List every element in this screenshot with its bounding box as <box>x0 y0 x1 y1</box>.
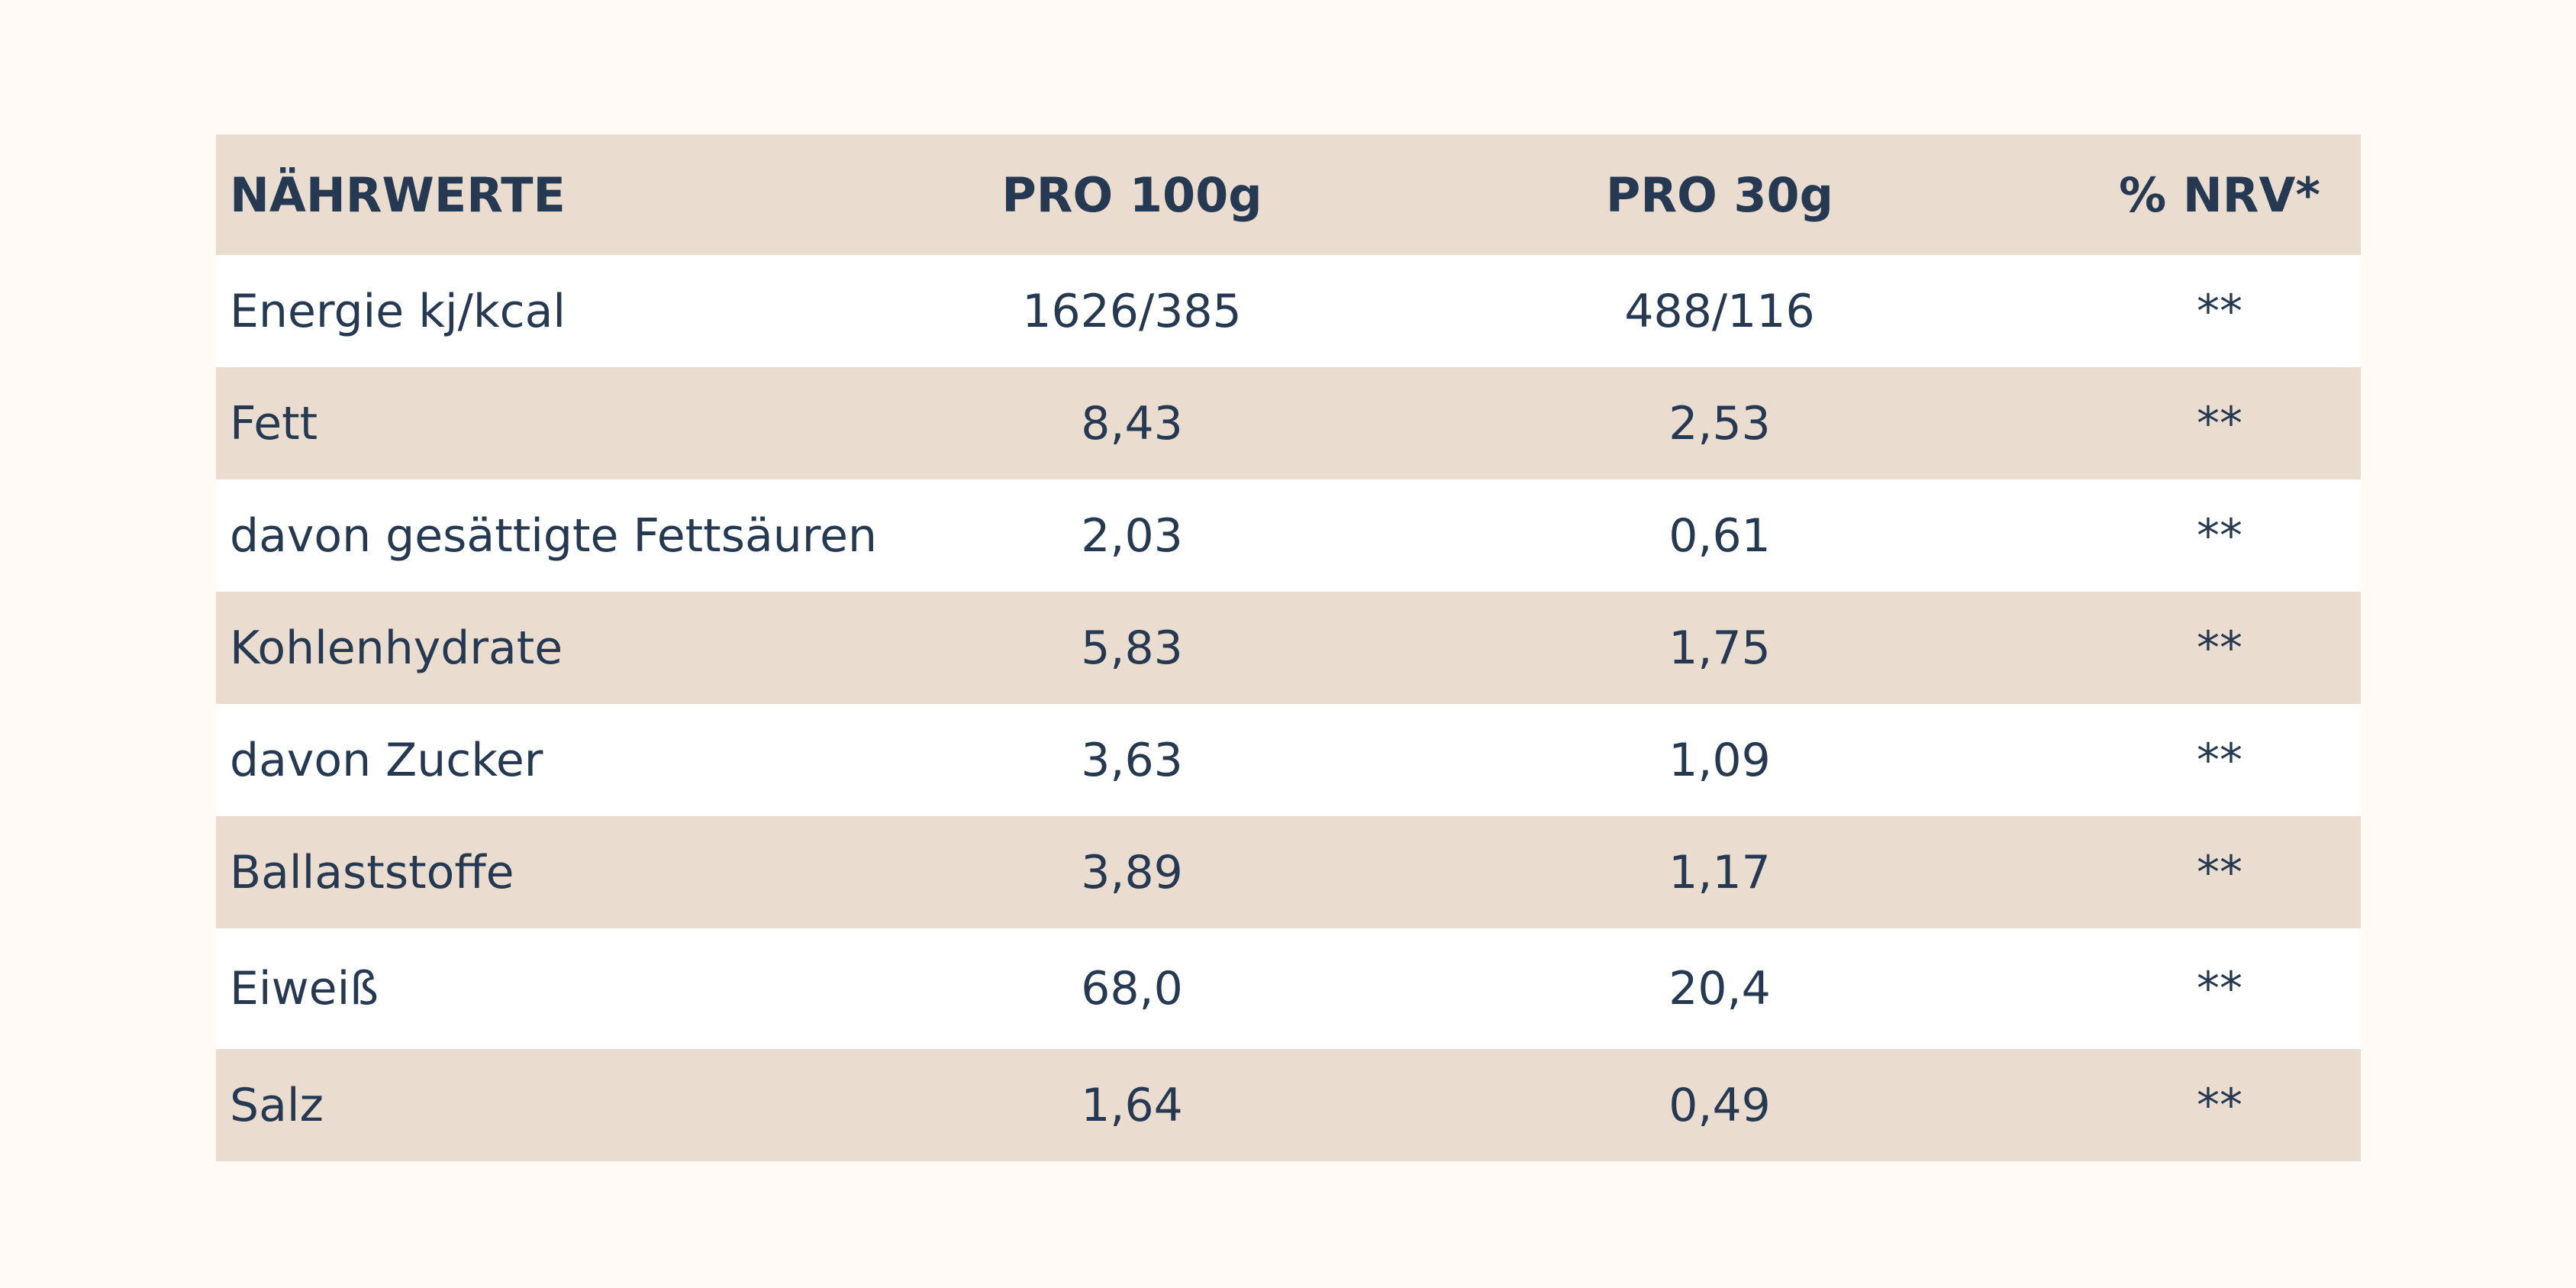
table-row: Eiweiß 68,0 20,4 ** <box>216 928 2361 1049</box>
value-per-100g: 8,43 <box>1081 396 1183 450</box>
value-per-30g: 1,09 <box>1668 733 1771 787</box>
value-per-30g: 0,49 <box>1668 1078 1771 1132</box>
table-row: davon Zucker 3,63 1,09 ** <box>216 704 2361 816</box>
value-nrv: ** <box>2197 508 2242 563</box>
value-per-100g: 2,03 <box>1081 508 1183 563</box>
value-per-100g: 3,89 <box>1081 845 1183 899</box>
nutrition-table: NÄHRWERTE PRO 100g PRO 30g % NRV* Energi… <box>216 134 2361 1161</box>
value-per-30g: 0,61 <box>1668 508 1771 563</box>
value-per-30g: 2,53 <box>1668 396 1771 450</box>
nutrient-name: davon gesättigte Fettsäuren <box>230 508 878 563</box>
nutrition-table-container: NÄHRWERTE PRO 100g PRO 30g % NRV* Energi… <box>216 134 2361 1161</box>
nutrient-name: Ballaststoffe <box>230 845 514 899</box>
header-naehrwerte: NÄHRWERTE <box>230 166 566 223</box>
nutrient-name: Eiweiß <box>230 962 379 1015</box>
value-per-100g: 5,83 <box>1081 621 1183 675</box>
table-row: Ballaststoffe 3,89 1,17 ** <box>216 816 2361 928</box>
value-nrv: ** <box>2197 284 2242 338</box>
value-per-100g: 68,0 <box>1081 962 1183 1015</box>
table-row: Fett 8,43 2,53 ** <box>216 367 2361 479</box>
table-header-row: NÄHRWERTE PRO 100g PRO 30g % NRV* <box>216 134 2361 255</box>
header-nrv: % NRV* <box>2119 166 2320 223</box>
value-per-30g: 20,4 <box>1668 962 1771 1015</box>
header-pro-100g: PRO 100g <box>1001 166 1262 223</box>
value-nrv: ** <box>2197 1078 2242 1132</box>
value-per-100g: 1,64 <box>1081 1078 1183 1132</box>
value-per-30g: 488/116 <box>1624 284 1815 338</box>
table-row: Salz 1,64 0,49 ** <box>216 1049 2361 1161</box>
value-per-100g: 1626/385 <box>1022 284 1242 338</box>
nutrient-name: Salz <box>230 1078 324 1132</box>
nutrient-name: Kohlenhydrate <box>230 621 563 675</box>
nutrient-name: Energie kj/kcal <box>230 284 566 338</box>
value-nrv: ** <box>2197 962 2242 1015</box>
nutrient-name: Fett <box>230 396 318 450</box>
value-nrv: ** <box>2197 845 2242 899</box>
table-row: Kohlenhydrate 5,83 1,75 ** <box>216 592 2361 704</box>
table-row: Energie kj/kcal 1626/385 488/116 ** <box>216 255 2361 367</box>
value-per-30g: 1,75 <box>1668 621 1771 675</box>
value-nrv: ** <box>2197 621 2242 675</box>
value-per-100g: 3,63 <box>1081 733 1183 787</box>
value-per-30g: 1,17 <box>1668 845 1771 899</box>
value-nrv: ** <box>2197 396 2242 450</box>
table-row: davon gesättigte Fettsäuren 2,03 0,61 ** <box>216 479 2361 592</box>
nutrient-name: davon Zucker <box>230 733 543 787</box>
value-nrv: ** <box>2197 733 2242 787</box>
header-pro-30g: PRO 30g <box>1605 166 1834 223</box>
